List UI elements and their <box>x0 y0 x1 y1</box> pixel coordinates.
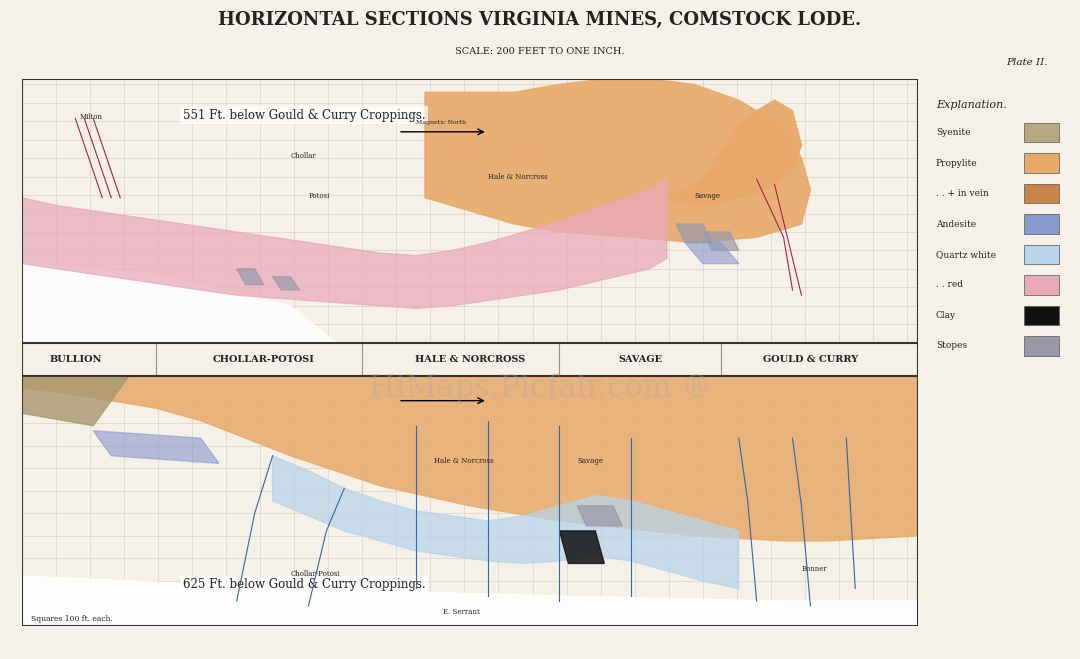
Polygon shape <box>272 456 739 588</box>
Text: Clay: Clay <box>935 311 956 320</box>
Text: HORIZONTAL SECTIONS VIRGINIA MINES, COMSTOCK LODE.: HORIZONTAL SECTIONS VIRGINIA MINES, COMS… <box>218 11 862 29</box>
Polygon shape <box>22 576 918 626</box>
Polygon shape <box>676 224 712 243</box>
Polygon shape <box>272 277 299 290</box>
Text: Magnetic North: Magnetic North <box>416 120 467 125</box>
Text: BULLION: BULLION <box>50 355 102 364</box>
Polygon shape <box>22 264 335 343</box>
Bar <box>1024 306 1059 325</box>
Text: 625 Ft. below Gould & Curry Croppings.: 625 Ft. below Gould & Curry Croppings. <box>183 579 426 592</box>
Text: CHOLLAR-POTOSI: CHOLLAR-POTOSI <box>213 355 314 364</box>
Polygon shape <box>426 79 810 243</box>
Polygon shape <box>93 431 219 463</box>
Text: . . + in vein: . . + in vein <box>935 189 988 198</box>
Text: Squares 100 ft. each.: Squares 100 ft. each. <box>30 615 112 623</box>
Text: Chollar-Potosi: Chollar-Potosi <box>291 570 340 578</box>
Bar <box>1024 214 1059 234</box>
Bar <box>1024 123 1059 142</box>
Polygon shape <box>559 531 605 563</box>
Text: Hale & Norcross: Hale & Norcross <box>434 457 494 465</box>
Polygon shape <box>22 376 918 541</box>
Polygon shape <box>667 100 801 206</box>
Text: Quartz white: Quartz white <box>935 250 996 259</box>
Polygon shape <box>237 269 264 285</box>
Polygon shape <box>22 376 130 426</box>
Bar <box>1024 154 1059 173</box>
Text: GOULD & CURRY: GOULD & CURRY <box>762 355 858 364</box>
Text: Andesite: Andesite <box>935 219 976 229</box>
Text: SAVAGE: SAVAGE <box>618 355 662 364</box>
Text: Chollar: Chollar <box>291 152 316 160</box>
Text: Explanation.: Explanation. <box>935 100 1007 109</box>
Bar <box>1024 184 1059 203</box>
Polygon shape <box>685 243 739 264</box>
Polygon shape <box>703 232 739 250</box>
Text: HALE & NORCROSS: HALE & NORCROSS <box>415 355 525 364</box>
Text: Savage: Savage <box>693 192 720 200</box>
Bar <box>1024 336 1059 356</box>
Polygon shape <box>22 179 667 308</box>
Text: Hale & Norcross: Hale & Norcross <box>488 173 548 181</box>
Text: Bonner: Bonner <box>801 565 827 573</box>
Text: E. Serrant: E. Serrant <box>443 608 480 616</box>
Bar <box>1024 275 1059 295</box>
Polygon shape <box>578 506 622 526</box>
Text: Plate II.: Plate II. <box>1007 58 1048 67</box>
Text: . . red: . . red <box>935 281 963 289</box>
Text: 551 Ft. below Gould & Curry Croppings.: 551 Ft. below Gould & Curry Croppings. <box>183 109 426 122</box>
Bar <box>1024 244 1059 264</box>
Text: Savage: Savage <box>578 457 604 465</box>
Text: Propylite: Propylite <box>935 159 977 167</box>
Text: Syenite: Syenite <box>935 129 970 137</box>
Text: Potosi: Potosi <box>309 192 329 200</box>
Text: SCALE: 200 FEET TO ONE INCH.: SCALE: 200 FEET TO ONE INCH. <box>455 47 625 56</box>
Text: Milton: Milton <box>80 113 103 121</box>
Text: Stopes: Stopes <box>935 341 967 351</box>
Text: HiMaps.Picfair.com ®: HiMaps.Picfair.com ® <box>368 373 712 405</box>
